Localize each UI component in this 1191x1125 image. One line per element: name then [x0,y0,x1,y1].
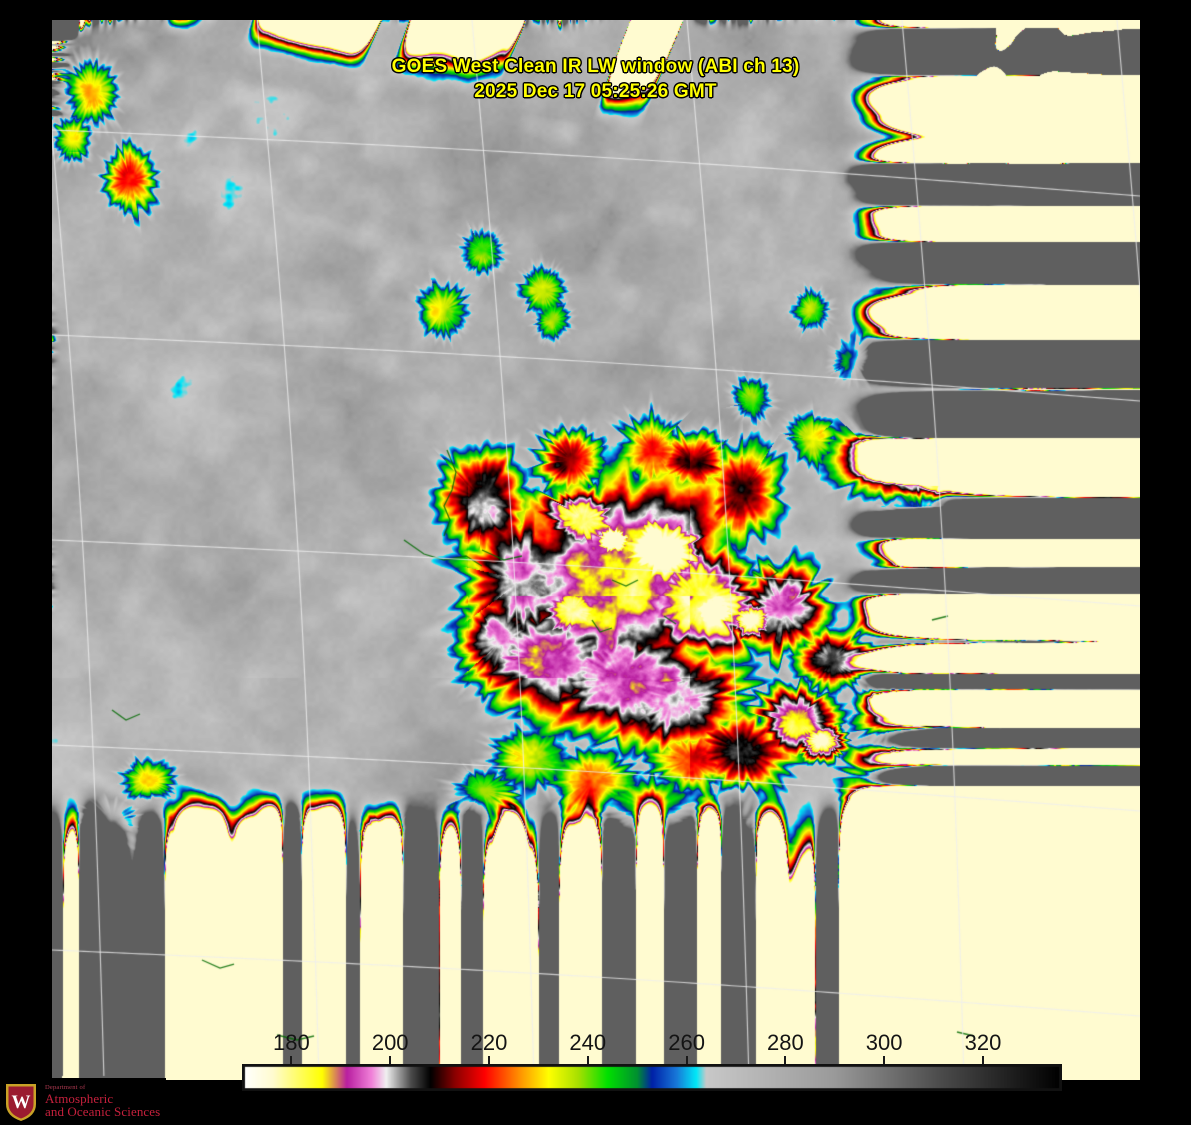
colorbar [242,1064,1062,1091]
satellite-image-panel [52,20,1140,1080]
logo-dept-prefix: Department of [45,1083,86,1091]
logo-dept-line2: and Oceanic Sciences [45,1104,161,1120]
infrared-satellite-image [52,20,1140,1080]
uw-crest-icon: W [6,1083,36,1121]
colorbar-gradient [242,1064,1062,1091]
svg-text:W: W [12,1092,31,1113]
logo-dept-line1: Atmospheric [45,1091,114,1107]
logo-text-block: Department of Atmospheric and Oceanic Sc… [45,1083,161,1120]
institution-logo: W Department of Atmospheric and Oceanic … [0,1078,166,1125]
